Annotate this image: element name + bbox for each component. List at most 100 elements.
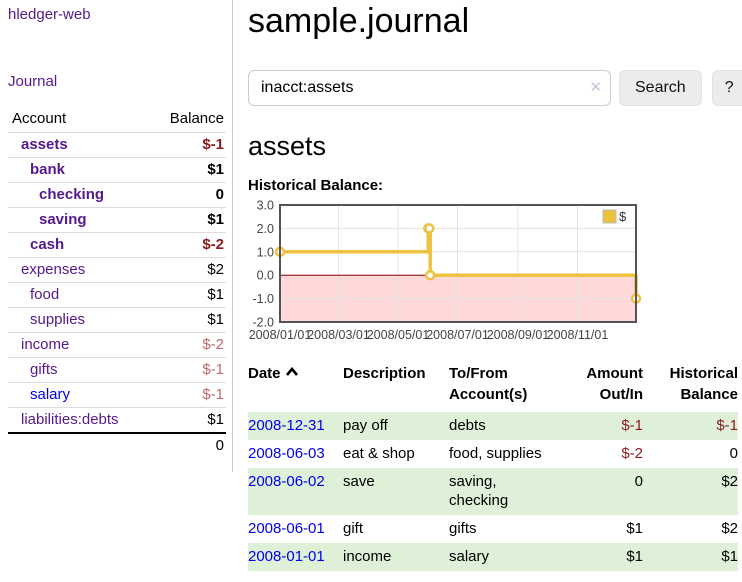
transaction-date-cell: 2008-01-01 <box>248 543 343 571</box>
account-balance: $-1 <box>150 132 226 158</box>
transaction-balance: $-1 <box>716 417 738 434</box>
accounts-total-value: 0 <box>150 432 226 458</box>
account-row: liabilities:debts $1 <box>8 408 226 434</box>
accounts-table: Account Balance assets $-1 bank $1 check… <box>8 108 226 458</box>
transaction-balance: 0 <box>729 445 738 462</box>
transaction-amount: 0 <box>634 473 643 490</box>
register-header-date[interactable]: Date <box>248 363 343 412</box>
transaction-description: eat & shop <box>343 445 415 462</box>
account-link[interactable]: income <box>21 336 70 353</box>
account-row: saving $1 <box>8 207 226 233</box>
account-row: cash $-2 <box>8 232 226 258</box>
account-row: assets $-1 <box>8 132 226 158</box>
account-name-cell: assets <box>8 132 151 158</box>
svg-text:-1.0: -1.0 <box>252 292 274 306</box>
transaction-balance: $2 <box>721 520 738 537</box>
account-name-cell: supplies <box>8 307 151 333</box>
account-link[interactable]: food <box>30 286 60 303</box>
svg-text:2.0: 2.0 <box>257 222 274 236</box>
brand-link[interactable]: hledger-web <box>8 6 91 23</box>
transaction-balance: $2 <box>721 473 738 490</box>
transaction-balance: $1 <box>721 548 738 565</box>
account-row: salary $-1 <box>8 382 226 408</box>
transaction-date-link[interactable]: 2008-12-31 <box>248 417 325 434</box>
account-link[interactable]: cash <box>30 236 65 253</box>
transaction-accounts: food, supplies <box>449 445 542 462</box>
account-row: income $-2 <box>8 332 226 358</box>
search-form: ✕ Search ? <box>248 70 742 106</box>
clear-search-icon[interactable]: ✕ <box>589 79 602 96</box>
account-link[interactable]: assets <box>21 136 68 153</box>
sidebar-item-journal[interactable]: Journal <box>8 73 58 90</box>
accounts-header-balance: Balance <box>150 108 226 133</box>
transaction-description: gift <box>343 520 364 537</box>
accounts-header-row: Account Balance <box>8 108 226 133</box>
accounts-header-account: Account <box>8 108 151 133</box>
account-link[interactable]: liabilities:debts <box>21 411 119 428</box>
sidebar: hledger-web Journal Account Balance asse… <box>0 0 233 472</box>
accounts-total-row: 0 <box>8 432 226 458</box>
account-link[interactable]: bank <box>30 161 66 178</box>
transaction-date-link[interactable]: 2008-06-01 <box>248 520 325 537</box>
search-input[interactable] <box>248 70 611 106</box>
chart-title: Historical Balance: <box>248 177 384 194</box>
transaction-date-cell: 2008-06-01 <box>248 515 343 543</box>
transaction-amount: $-1 <box>621 417 643 434</box>
svg-text:2008/05/01: 2008/05/01 <box>367 328 430 342</box>
account-name-cell: food <box>8 282 151 308</box>
account-link[interactable]: expenses <box>21 261 86 278</box>
help-button[interactable]: ? <box>711 70 742 106</box>
main-content: sample.journal ✕ Search ? assets Histori… <box>233 0 742 582</box>
svg-text:2008/01/01: 2008/01/01 <box>249 328 312 342</box>
transaction-date-link[interactable]: 2008-06-03 <box>248 445 325 462</box>
search-input-wrap: ✕ <box>248 70 611 106</box>
transaction-date-cell: 2008-12-31 <box>248 412 343 440</box>
register-header-row: Date Description To/From Account(s) Amou… <box>248 363 738 412</box>
transaction-amount: $1 <box>626 548 643 565</box>
register-table: Date Description To/From Account(s) Amou… <box>248 363 738 571</box>
register-header-balance: Historical Balance <box>669 365 738 403</box>
account-row: checking 0 <box>8 182 226 208</box>
register-row: 2008-01-01 income salary $1 $1 <box>248 543 738 571</box>
svg-text:2008/09/01: 2008/09/01 <box>487 328 550 342</box>
account-balance: $2 <box>150 257 226 283</box>
account-link[interactable]: supplies <box>30 311 86 328</box>
transaction-accounts: gifts <box>449 520 477 537</box>
transaction-date-link[interactable]: 2008-01-01 <box>248 548 325 565</box>
account-row: supplies $1 <box>8 307 226 333</box>
account-name-cell: bank <box>8 157 151 183</box>
account-link[interactable]: gifts <box>30 361 58 378</box>
account-name-cell: income <box>8 332 151 358</box>
account-balance: $1 <box>150 207 226 233</box>
account-name-cell: checking <box>8 182 151 208</box>
svg-text:1.0: 1.0 <box>257 245 274 259</box>
account-balance: $-2 <box>150 332 226 358</box>
transaction-accounts: saving, checking <box>449 473 509 509</box>
account-name-cell: saving <box>8 207 151 233</box>
account-balance: $1 <box>207 411 224 428</box>
accounts-total-spacer <box>8 432 151 458</box>
transaction-accounts: salary <box>449 548 490 565</box>
transaction-accounts: debts <box>449 417 486 434</box>
account-name-cell: cash <box>8 232 151 258</box>
svg-text:2008/11/01: 2008/11/01 <box>547 328 609 342</box>
account-link[interactable]: salary <box>30 386 71 403</box>
account-name-cell: expenses <box>8 257 151 283</box>
transaction-amount: $-2 <box>621 445 643 462</box>
account-link[interactable]: saving <box>39 211 87 228</box>
transaction-description: income <box>343 548 392 565</box>
register-header-amount: Amount Out/In <box>586 365 643 403</box>
account-balance: $-2 <box>150 232 226 258</box>
account-row: expenses $2 <box>8 257 226 283</box>
transaction-date-cell: 2008-06-02 <box>248 468 343 515</box>
transaction-description: pay off <box>343 417 388 434</box>
svg-text:$: $ <box>619 209 627 224</box>
svg-text:3.0: 3.0 <box>257 199 274 213</box>
historical-balance-chart[interactable]: $3.0 2.0 1.0 0.0 -1.0 -2.0 2008/01/01 2008/03/0… <box>248 199 642 350</box>
register-header-accounts: To/From Account(s) <box>449 365 528 403</box>
page-title: sample.journal <box>248 2 470 40</box>
account-link[interactable]: checking <box>39 186 105 203</box>
account-row: food $1 <box>8 282 226 308</box>
search-button[interactable]: Search <box>619 70 702 106</box>
transaction-date-link[interactable]: 2008-06-02 <box>248 473 325 490</box>
